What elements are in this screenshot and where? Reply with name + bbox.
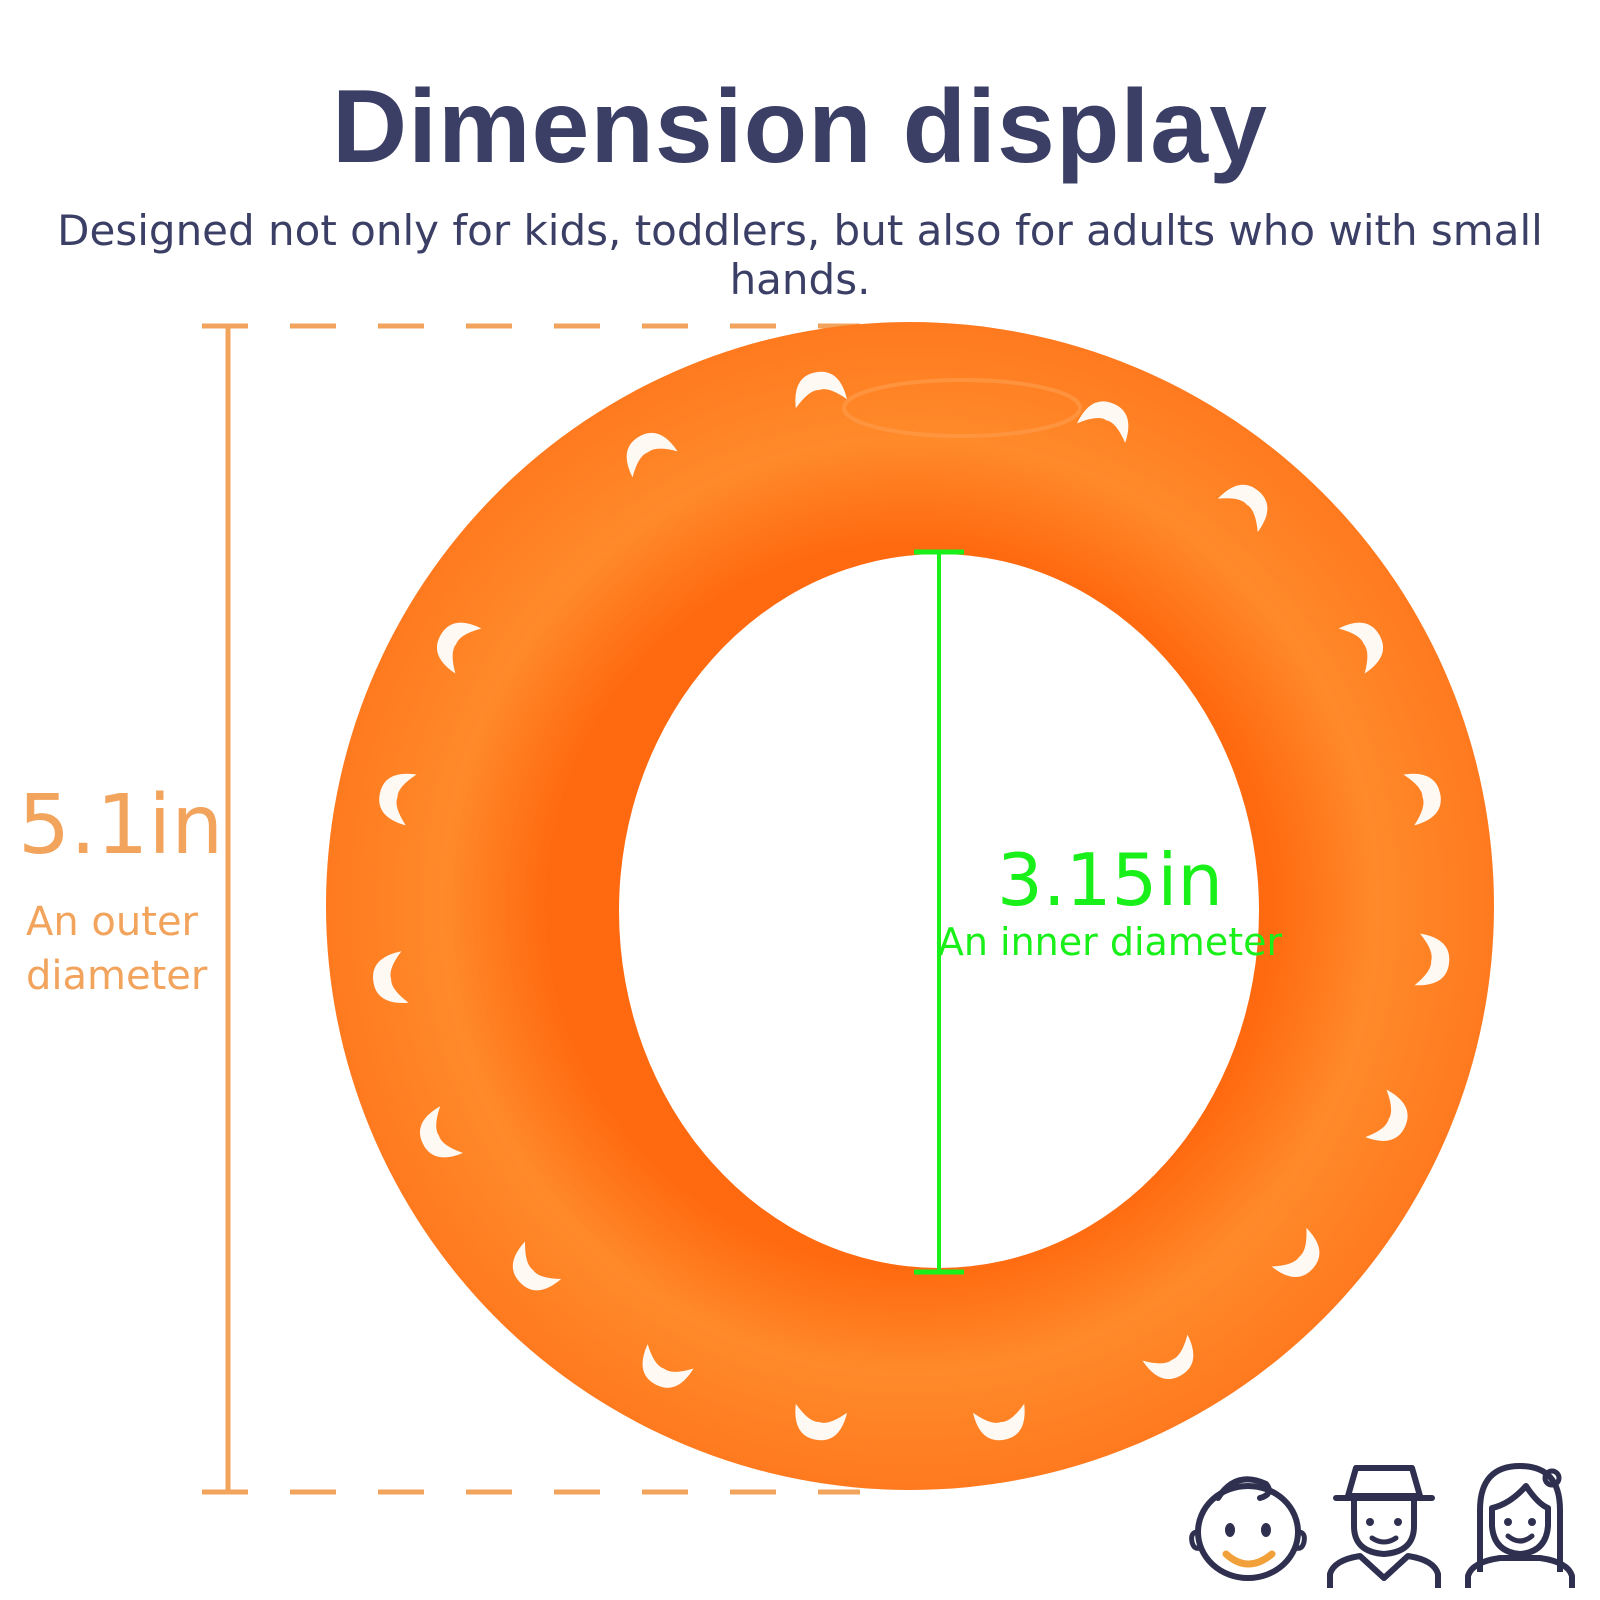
ring-slot [1403,773,1441,826]
grip-ring [326,322,1494,1490]
ring-slot [1076,401,1129,443]
ring-slot-hole [512,1241,562,1291]
ring-slot-hole [373,951,409,1003]
baby-icon [1189,1476,1307,1581]
inner-dimension-marker [914,549,964,1275]
ring-slot [1338,622,1383,674]
ring-slot-hole [1403,773,1441,826]
inner-diameter-caption: An inner diameter [937,920,1283,964]
ring-slot-hole [1142,1334,1194,1379]
ring-slot-hole [1414,933,1450,986]
ring-slot-hole [1338,622,1383,674]
ring-slot [1142,1334,1194,1379]
ring-slot [1217,484,1268,533]
ring-slot-hole [379,773,417,826]
outer-diameter-value: 5.1in [18,778,224,873]
outer-dimension-guides [202,323,860,1495]
ring-slot [419,1106,463,1158]
ring-slot-hole [437,622,482,674]
ring-slot [379,773,417,826]
ring-body [326,322,1494,1490]
ring-slot [373,951,409,1003]
ring-slot [626,433,678,478]
outer-diameter-caption: An outer diameter [26,899,208,999]
ring-slot [795,371,848,409]
brand-emboss [842,378,1082,438]
inner-diameter-value: 3.15in [997,838,1223,922]
ring-slot-hole [1076,401,1129,443]
ring-slot [795,1403,848,1441]
ring-slot-hole [795,371,848,409]
ring-slot-hole [626,433,678,478]
ring-slot [437,622,482,674]
page-subtitle: Designed not only for kids, toddlers, bu… [57,206,1543,304]
ring-slot-hole [1217,484,1268,533]
woman-icon [1465,1463,1575,1588]
ring-slot-hole [642,1344,694,1388]
ring-slot-hole [1365,1089,1408,1141]
ring-slot-hole [1271,1227,1320,1278]
ring-slot-hole [972,1403,1025,1441]
ring-slot [1271,1227,1320,1278]
ring-slot-hole [419,1106,463,1158]
ring-slot [1365,1089,1408,1141]
ring-slot-hole [795,1403,848,1441]
ring-slot [972,1403,1025,1441]
page-title: Dimension display [332,69,1268,185]
ring-slot [642,1344,694,1388]
man-with-hat-icon [1327,1465,1441,1588]
ring-slot [512,1241,562,1291]
ring-slot [1414,933,1450,986]
ring-slots [373,371,1450,1441]
